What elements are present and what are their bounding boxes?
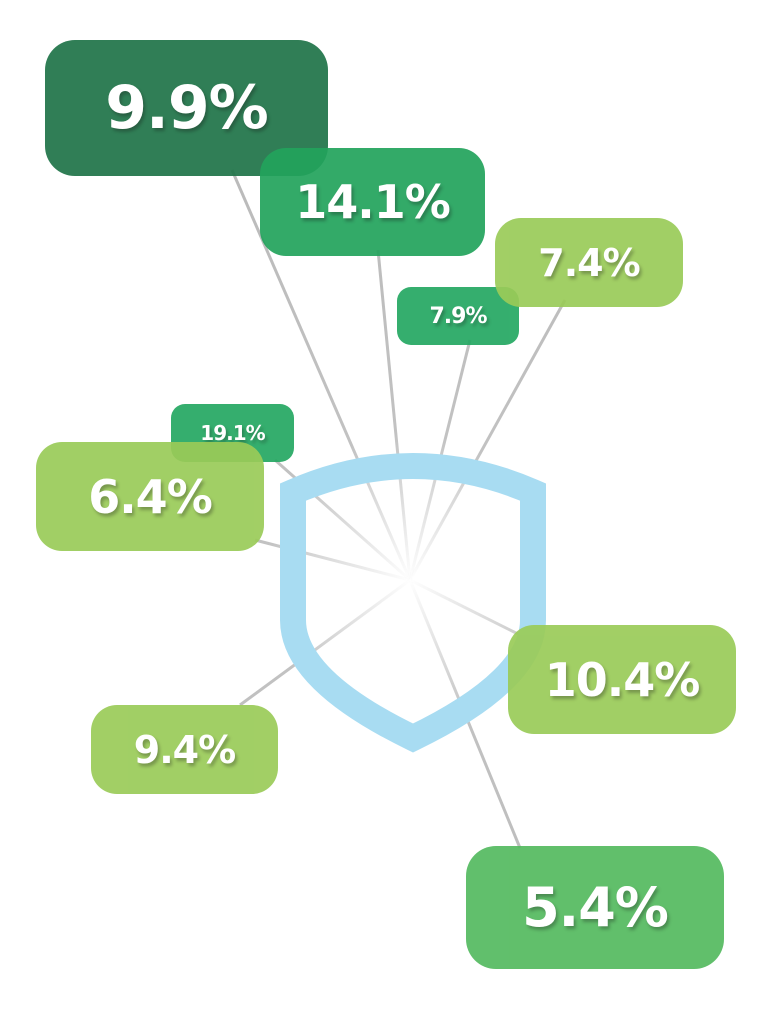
label: 7.4% [538,240,640,285]
label-box: 10.4% [508,625,736,734]
label-box: 7.4% [495,218,683,307]
label-box: 7.9% [397,287,519,345]
label-box: 14.1% [260,148,485,256]
label: 9.4% [133,727,236,772]
label: 6.4% [88,469,213,524]
label: 10.4% [544,652,701,707]
label-box: 6.4% [36,442,264,551]
connector [408,299,567,581]
label: 9.9% [105,73,268,143]
label-box: 9.4% [91,705,278,794]
connector [376,249,412,581]
connector [409,578,521,637]
label: 14.1% [295,175,451,229]
label: 7.9% [429,303,487,329]
label: 19.1% [200,421,265,445]
connector [239,578,411,707]
label: 5.4% [522,876,669,939]
label-box: 5.4% [466,846,724,969]
